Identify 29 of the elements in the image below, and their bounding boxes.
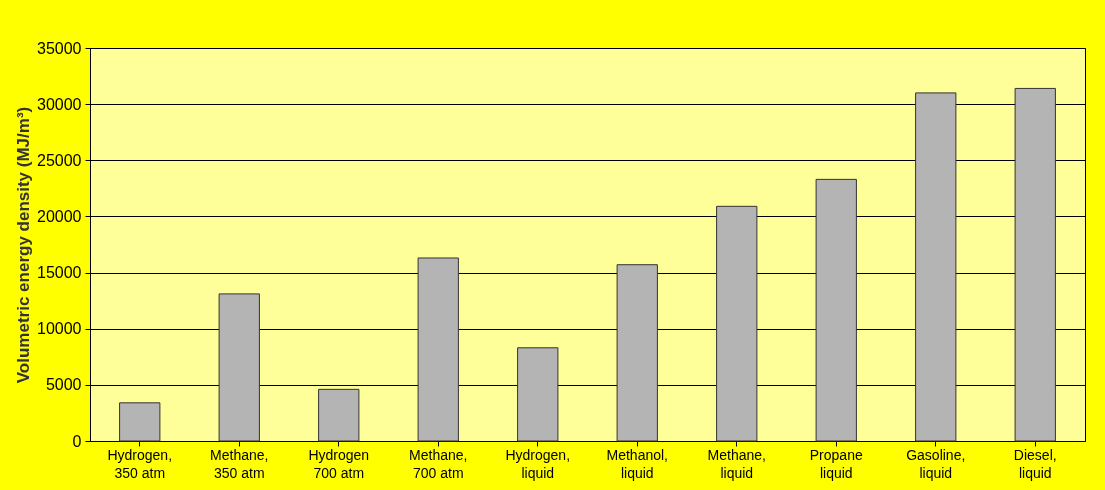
bar (815, 178, 857, 442)
y-tick-label: 20000 (37, 207, 82, 225)
x-tick-label: Hydrogen 700 atm (308, 446, 370, 481)
bar (616, 264, 658, 442)
y-tick-label: 10000 (37, 320, 82, 338)
y-tick-label: 30000 (37, 95, 82, 113)
y-axis-title: Volumetric energy density (MJ/m³) (14, 106, 34, 384)
x-tick-label: Propane liquid (809, 446, 863, 481)
x-tick-label: Methane, liquid (707, 446, 766, 481)
x-tick-label: Hydrogen, liquid (505, 446, 571, 481)
bar (318, 388, 360, 442)
bar (218, 293, 260, 442)
x-tick-label: Diesel, liquid (1013, 446, 1057, 481)
y-tick-label: 15000 (37, 264, 82, 282)
bar (915, 92, 957, 442)
y-tick-label: 5000 (45, 376, 82, 394)
x-tick-label: Methane, 350 atm (210, 446, 269, 481)
bar (716, 205, 758, 442)
y-tick-label: 25000 (37, 151, 82, 169)
bar (417, 257, 459, 442)
x-tick-label: Gasoline, liquid (906, 446, 966, 481)
y-tick-label: 35000 (37, 39, 82, 57)
x-tick-label: Methanol, liquid (606, 446, 668, 481)
y-tick-label: 0 (72, 432, 82, 450)
x-tick-label: Hydrogen, 350 atm (107, 446, 173, 481)
bar (517, 347, 559, 442)
x-tick-label: Methane, 700 atm (409, 446, 468, 481)
bar (119, 402, 161, 442)
bar (1014, 87, 1056, 442)
